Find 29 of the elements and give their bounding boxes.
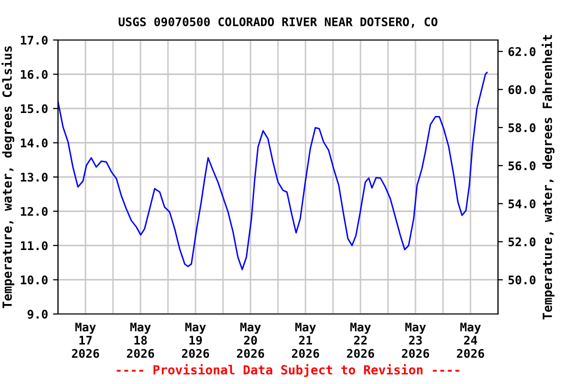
y-tick-label: 15.0: [20, 104, 48, 114]
x-tick-label: May 19 2026: [182, 322, 210, 358]
x-tick-label: May 22 2026: [346, 322, 374, 358]
y2-tick-label: 54.0: [508, 199, 536, 208]
y-tick-label: 13.0: [20, 172, 48, 182]
x-tick-label: May 23 2026: [402, 322, 430, 358]
x-tick-label: May 20 2026: [236, 322, 264, 358]
x-tick-label: May 17 2026: [72, 322, 100, 358]
y-tick-label: 9.0: [28, 310, 48, 319]
y2-tick-label: 60.0: [508, 85, 536, 94]
x-tick-label: May 21 2026: [292, 322, 320, 358]
y-tick-label: 16.0: [20, 70, 48, 79]
y2-tick-label: 58.0: [508, 123, 536, 132]
x-tick-label: May 18 2026: [126, 322, 154, 358]
y2-tick-label: 56.0: [508, 161, 536, 170]
line-series: [58, 72, 488, 270]
y-tick-label: 17.0: [20, 36, 48, 45]
chart-title: USGS 09070500 COLORADO RIVER NEAR DOTSERO, CO: [118, 17, 438, 28]
y-tick-label: 12.0: [20, 206, 48, 216]
y2-tick-label: 62.0: [508, 47, 536, 56]
y-tick-label: 14.0: [20, 138, 48, 148]
y2-tick-label: 52.0: [508, 237, 536, 246]
y-tick-label: 11.0: [20, 241, 48, 250]
x-tick-label: May 24 2026: [456, 322, 484, 358]
y-axis-title: Temperature, water, degrees Celsius: [2, 46, 14, 308]
text: ---- Provisional Data Subject to Revision ----: [116, 364, 460, 377]
y2-tick-label: 50.0: [508, 275, 536, 284]
y2-axis-title: Temperature, water, degrees Fahrenheit: [542, 34, 554, 320]
y-tick-label: 10.0: [20, 275, 48, 284]
